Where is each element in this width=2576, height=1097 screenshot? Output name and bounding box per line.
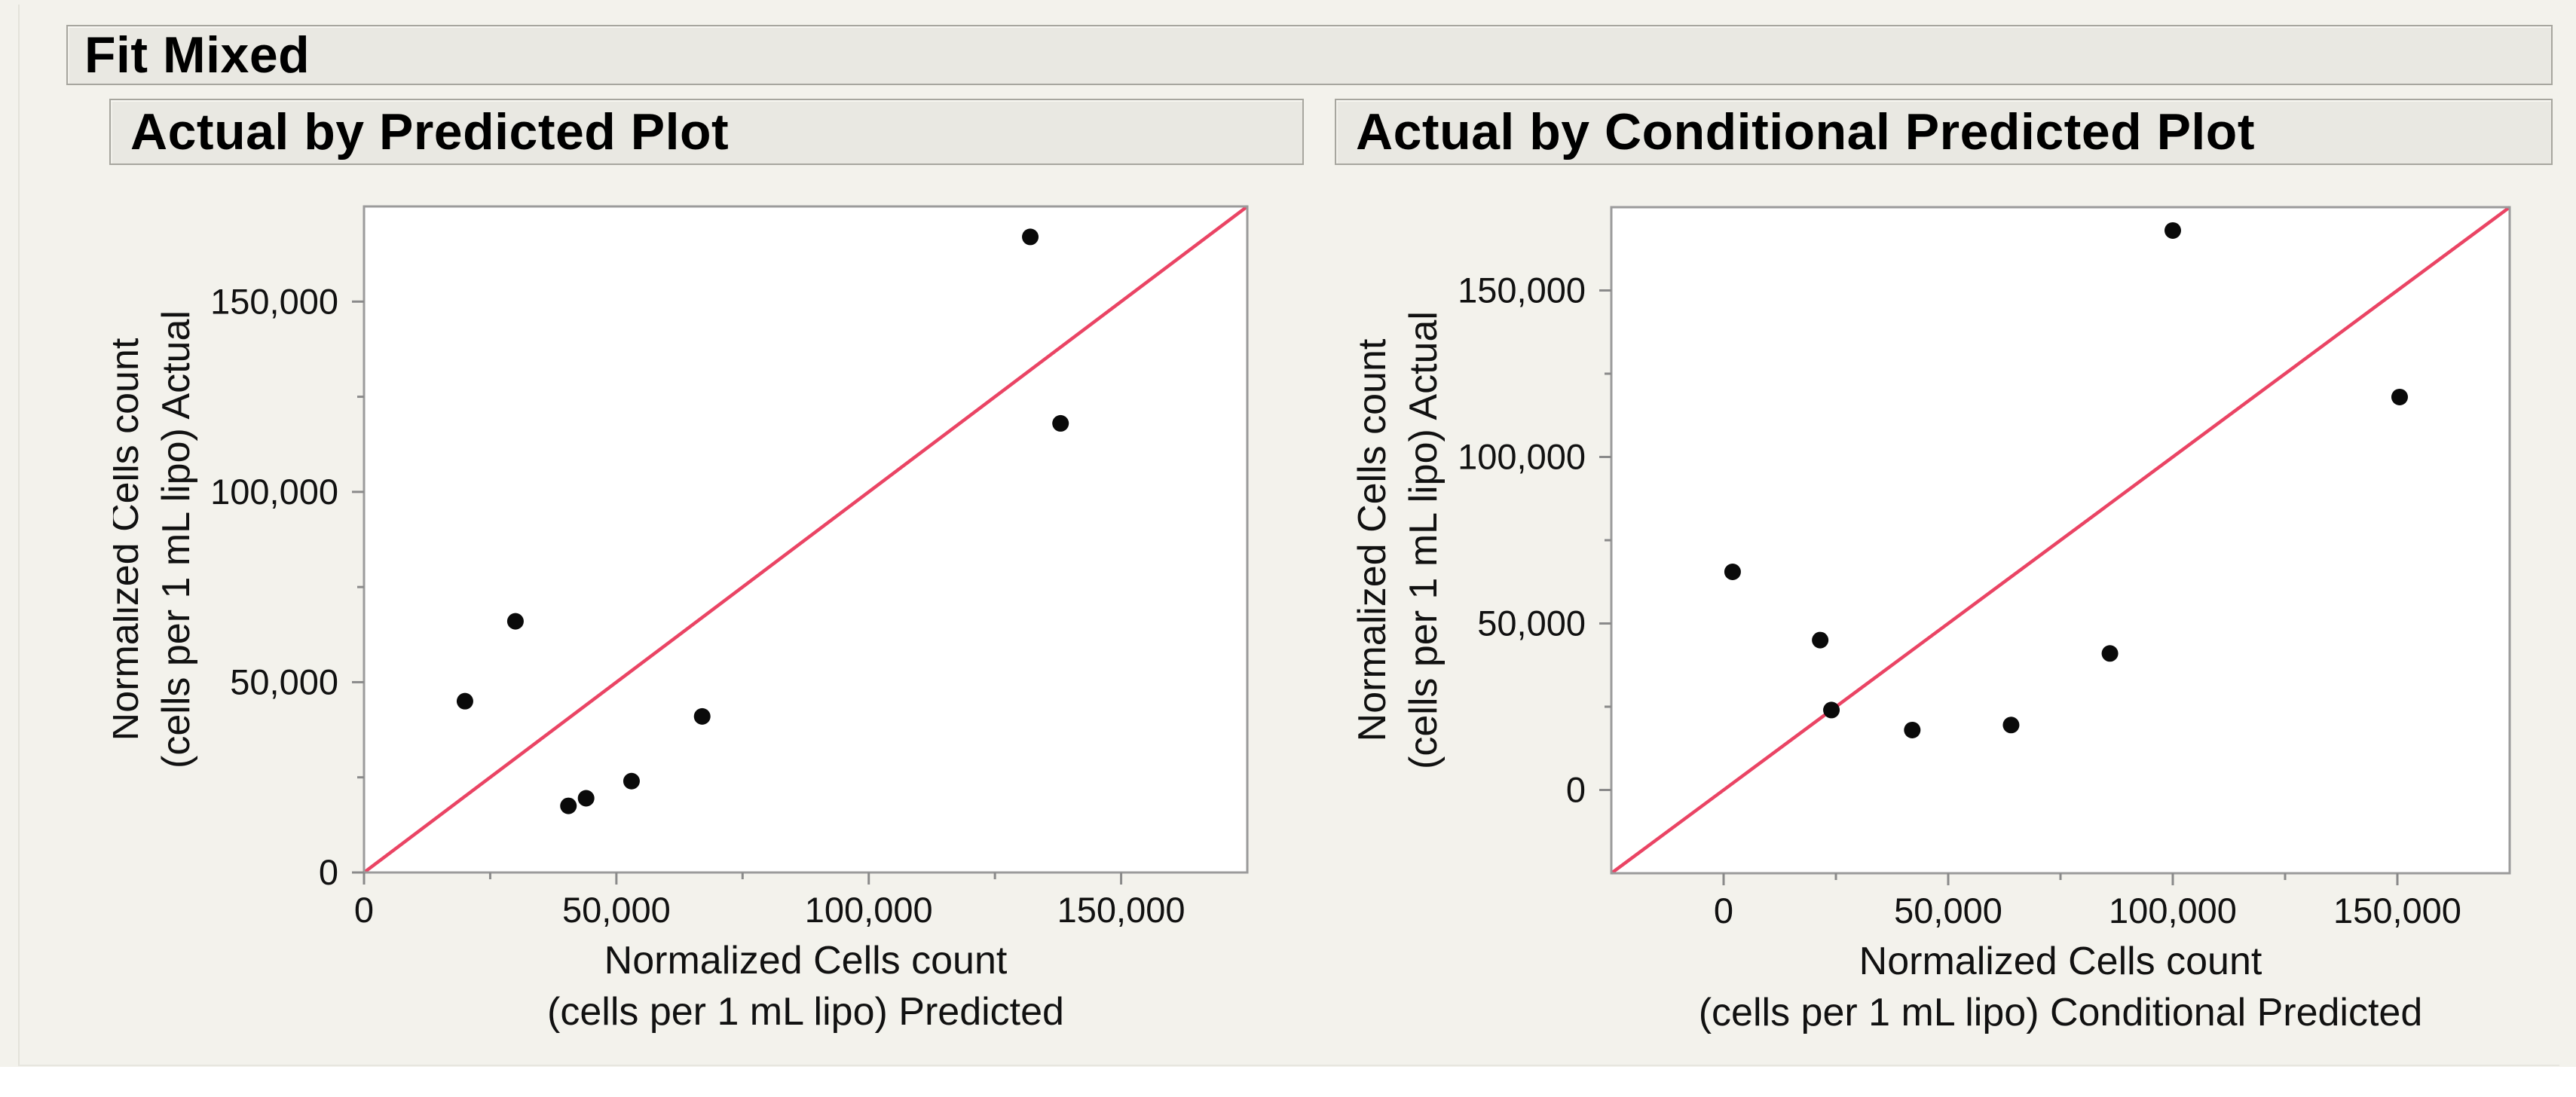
axis-titles: Normalized Cells count(cells per 1 mL li… bbox=[113, 310, 1064, 1034]
data-point bbox=[2002, 717, 2020, 734]
x-axis-title-line2: (cells per 1 mL lipo) Predicted bbox=[547, 990, 1064, 1034]
y-axis-title-line1: Normalized Cells count bbox=[1351, 338, 1394, 741]
outline-header-fit-mixed-label: Fit Mixed bbox=[84, 26, 311, 84]
outline-header-actual-by-predicted[interactable]: Actual by Predicted Plot bbox=[109, 99, 1304, 165]
x-tick-label: 150,000 bbox=[1057, 890, 1186, 930]
y-tick-label: 0 bbox=[1566, 770, 1586, 810]
y-axis-title-line2: (cells per 1 mL lipo) Actual bbox=[1402, 311, 1446, 769]
x-tick-label: 0 bbox=[1714, 891, 1733, 930]
outline-header-actual-by-predicted-label: Actual by Predicted Plot bbox=[130, 103, 730, 160]
data-point bbox=[1022, 228, 1039, 246]
data-point bbox=[456, 692, 473, 710]
data-point bbox=[2101, 645, 2119, 662]
outline-header-fit-mixed[interactable]: Fit Mixed bbox=[66, 25, 2553, 85]
scatter-points bbox=[456, 228, 1069, 814]
y-tick-label: 150,000 bbox=[210, 281, 338, 321]
y-tick-label: 100,000 bbox=[1458, 437, 1586, 477]
actual-by-predicted-plot[interactable]: 0 50,000 100,000 150,000 0 50,000 100,000 150,0… bbox=[113, 181, 1319, 1077]
y-tick-label: 0 bbox=[319, 852, 338, 892]
page-bottom-strip bbox=[0, 1067, 2576, 1097]
y-axis-title-line1: Normalized Cells count bbox=[113, 338, 147, 741]
axis-tick-labels: 0 50,000 100,000 150,000 0 50,000 100,000 150,0… bbox=[1458, 270, 2461, 931]
x-tick-label: 100,000 bbox=[2109, 891, 2237, 930]
x-tick-label: 150,000 bbox=[2333, 891, 2461, 930]
actual-by-conditional-predicted-plot[interactable]: 0 50,000 100,000 150,000 0 50,000 100,000 150,0… bbox=[1342, 181, 2576, 1077]
x-axis-title-line1: Normalized Cells count bbox=[604, 939, 1008, 982]
outline-header-actual-by-conditional-predicted-label: Actual by Conditional Predicted Plot bbox=[1356, 103, 2255, 160]
x-axis-title-line2: (cells per 1 mL lipo) Conditional Predic… bbox=[1699, 991, 2423, 1034]
x-tick-label: 50,000 bbox=[1894, 891, 2002, 930]
outline-group-border bbox=[18, 5, 2559, 1066]
data-point bbox=[1812, 631, 1829, 649]
axis-titles: Normalized Cells count(cells per 1 mL li… bbox=[1351, 311, 2422, 1034]
data-point bbox=[1823, 701, 1840, 719]
data-point bbox=[623, 772, 640, 790]
data-point bbox=[2165, 222, 2181, 239]
data-point bbox=[1052, 414, 1069, 432]
scatter-points bbox=[1724, 222, 2408, 738]
y-tick-label: 50,000 bbox=[1477, 604, 1586, 643]
y-tick-label: 50,000 bbox=[230, 662, 338, 701]
data-point bbox=[560, 797, 577, 814]
data-point bbox=[2391, 388, 2408, 405]
identity-line bbox=[1610, 206, 2511, 875]
x-tick-label: 0 bbox=[354, 890, 374, 930]
data-point bbox=[577, 790, 595, 807]
data-point bbox=[693, 707, 711, 725]
data-point bbox=[1904, 721, 1921, 738]
axis-ticks bbox=[1599, 289, 2399, 885]
data-point bbox=[1724, 563, 1741, 580]
y-tick-label: 100,000 bbox=[210, 472, 338, 512]
outline-header-actual-by-conditional-predicted[interactable]: Actual by Conditional Predicted Plot bbox=[1335, 99, 2553, 165]
axis-tick-labels: 0 50,000 100,000 150,000 0 50,000 100,000 150,0… bbox=[210, 281, 1185, 930]
axis-ticks bbox=[352, 300, 1123, 885]
x-tick-label: 100,000 bbox=[805, 890, 933, 930]
identity-line bbox=[363, 205, 1249, 874]
data-point bbox=[506, 613, 524, 630]
y-tick-label: 150,000 bbox=[1458, 270, 1586, 310]
x-tick-label: 50,000 bbox=[562, 890, 671, 930]
plot-frame bbox=[363, 205, 1249, 874]
y-axis-title-line2: (cells per 1 mL lipo) Actual bbox=[154, 310, 198, 769]
x-axis-title-line1: Normalized Cells count bbox=[1859, 940, 2262, 983]
